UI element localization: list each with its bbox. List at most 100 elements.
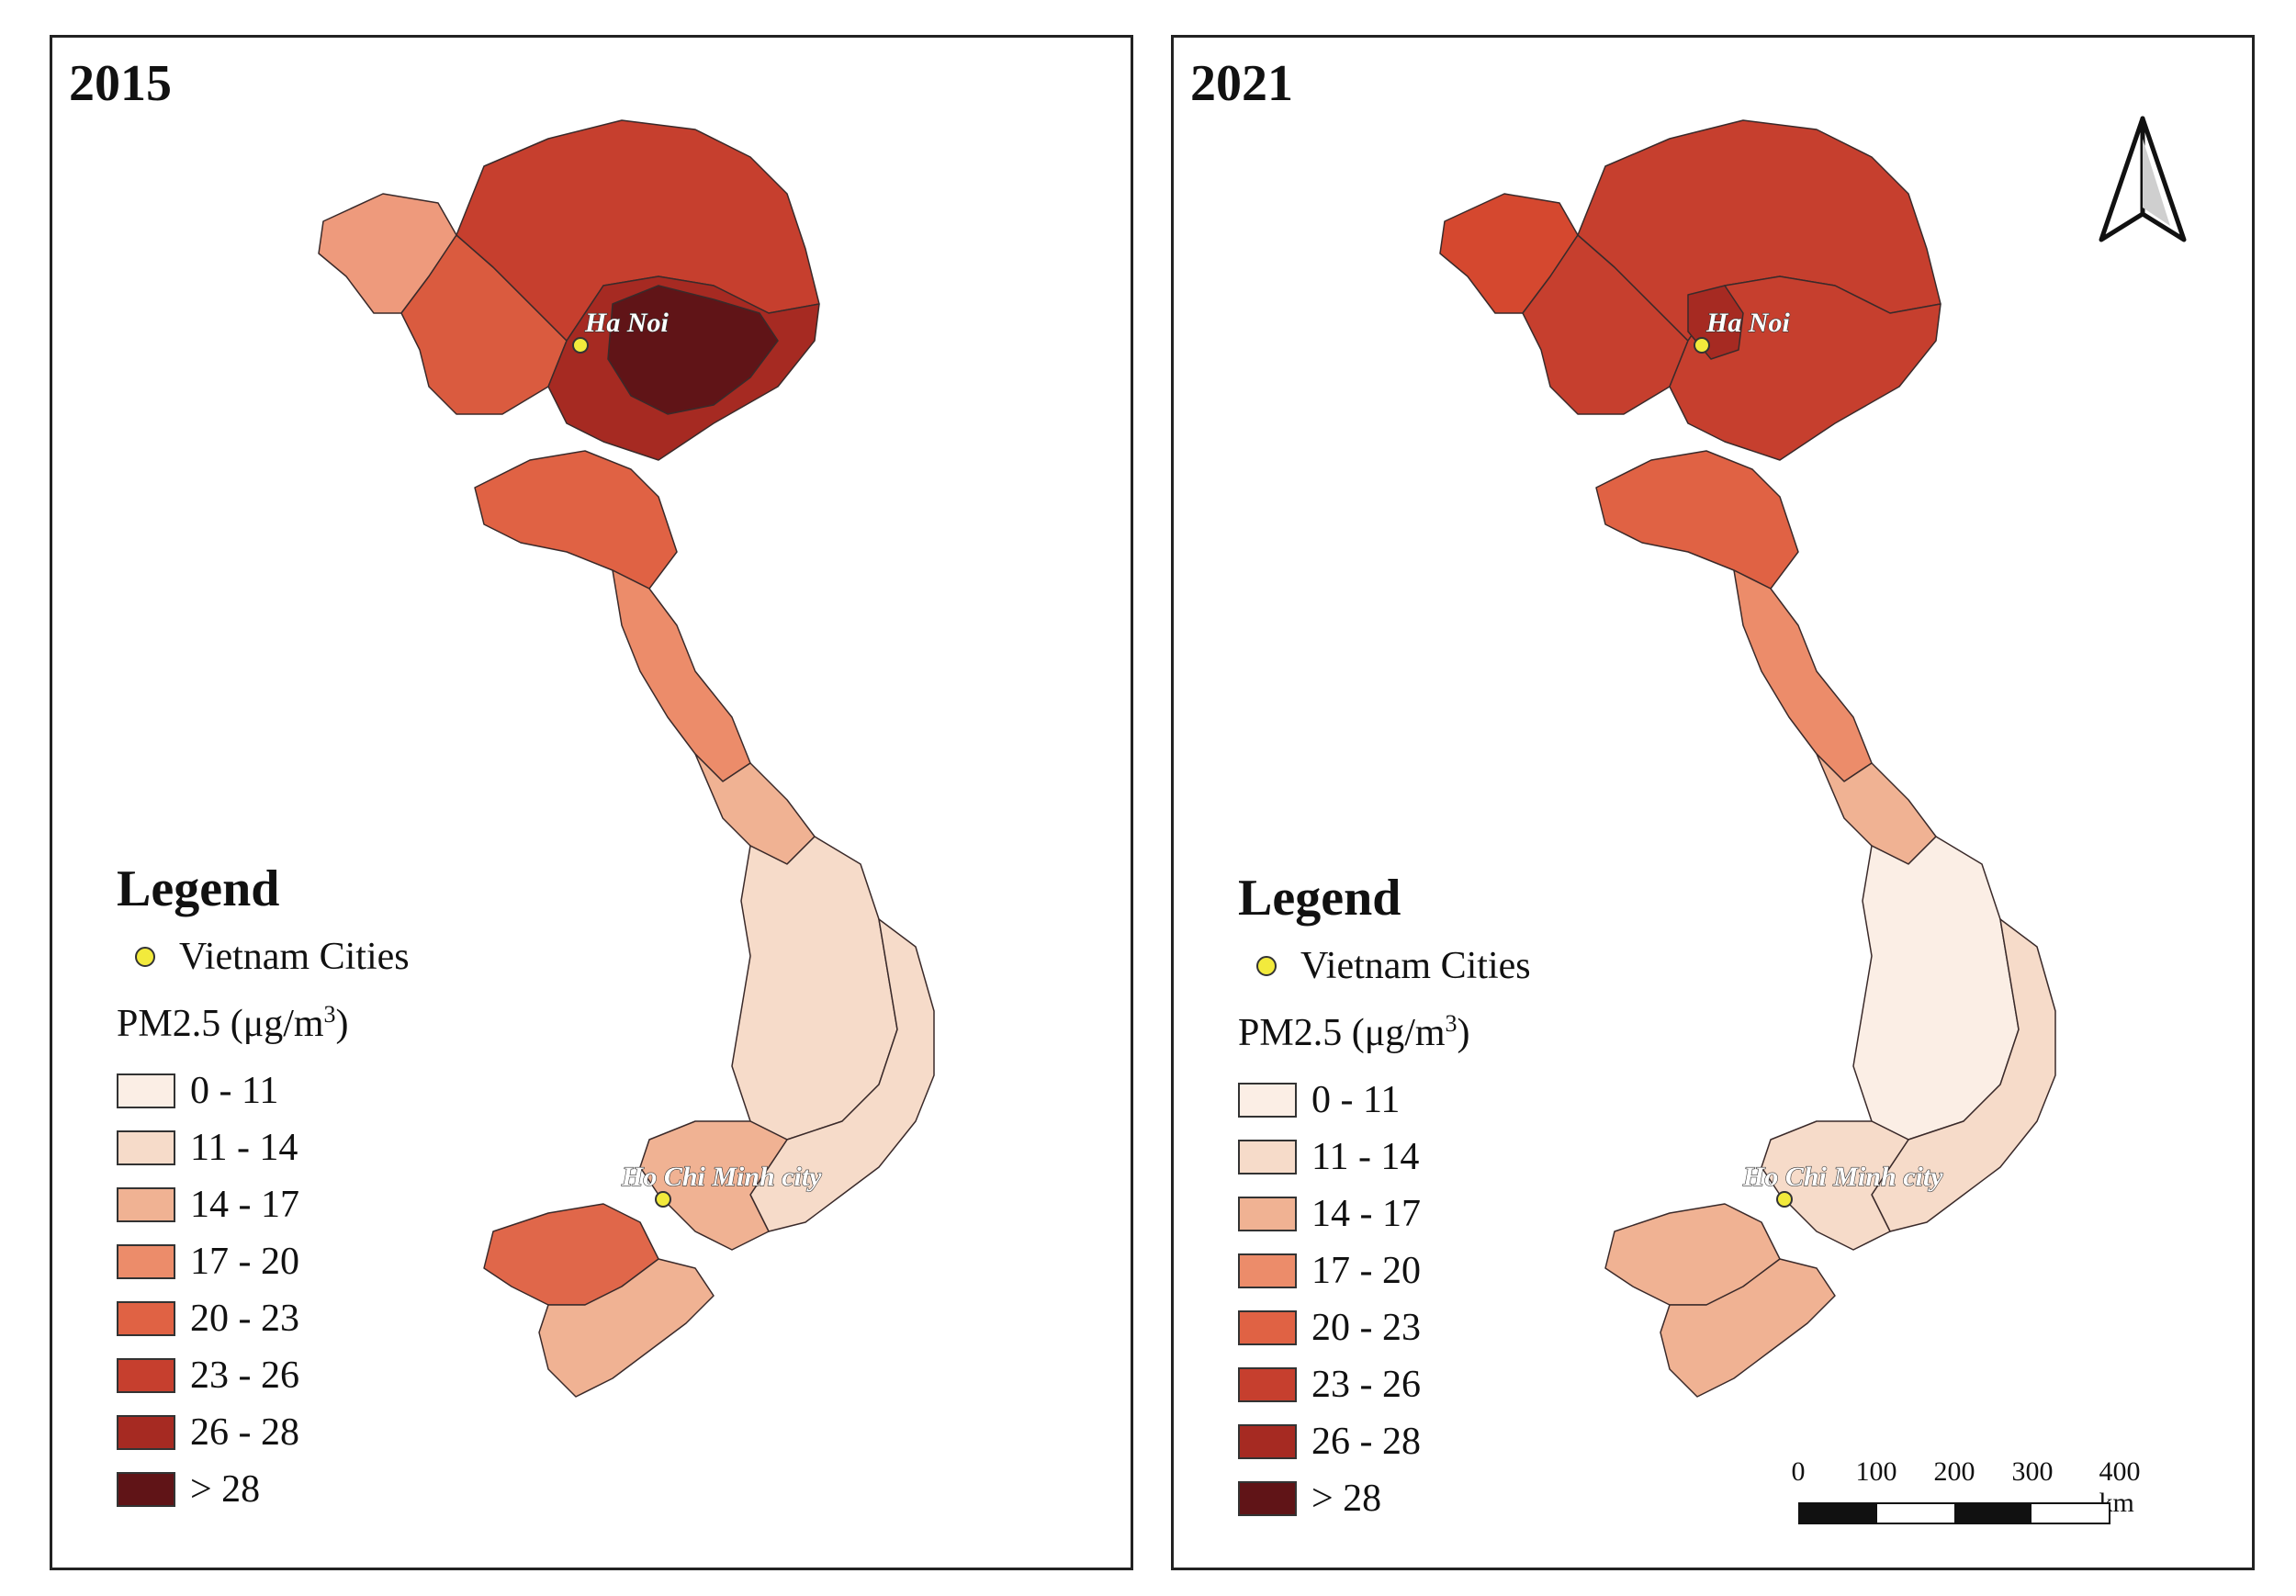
legend-swatch [1238, 1197, 1297, 1231]
legend-subtitle: PM2.5 (μg/m3) [1238, 1010, 1531, 1055]
legend-subtitle-sup: 3 [1445, 1010, 1458, 1037]
legend-title: Legend [117, 860, 280, 917]
legend-subtitle-sup: 3 [323, 1001, 336, 1028]
legend-class-row: 26 - 28 [117, 1404, 410, 1461]
region-north-central [474, 450, 678, 590]
legend-class-label: 20 - 23 [1311, 1307, 1421, 1349]
legend-swatch [117, 1130, 175, 1165]
north-arrow-icon [2099, 116, 2187, 242]
legend-class-label: 26 - 28 [190, 1411, 299, 1454]
legend-class-row: 11 - 14 [1238, 1129, 1531, 1186]
region-north-central [1595, 450, 1799, 590]
scale-bar-segments [1798, 1502, 2110, 1524]
scale-segment [1954, 1504, 2032, 1523]
scale-label: 300 [2011, 1456, 2054, 1487]
legend-class-row: 26 - 28 [1238, 1413, 1531, 1470]
region-south-east-coast [749, 918, 935, 1232]
legend-swatch [1238, 1253, 1297, 1288]
scale-label: 100 [1855, 1456, 1897, 1487]
legend-class-label: 20 - 23 [190, 1298, 299, 1340]
legend-swatch [1238, 1424, 1297, 1459]
scale-segment [1877, 1504, 1954, 1523]
city-dot-icon [135, 947, 155, 967]
legend-class-row: > 28 [1238, 1470, 1531, 1527]
legend-class-label: 14 - 17 [1311, 1193, 1421, 1235]
legend-class-label: 26 - 28 [1311, 1421, 1421, 1463]
legend-class-row: 17 - 20 [1238, 1242, 1531, 1299]
region-mekong-south [538, 1258, 715, 1398]
legend-class-label: > 28 [1311, 1478, 1382, 1520]
legend-subtitle-prefix: PM2.5 (μg/m [117, 1003, 324, 1045]
hcmc-label: Ho Chi Minh city [621, 1162, 822, 1192]
region-south-east-coast [1871, 918, 2056, 1232]
scale-segment [2032, 1504, 2109, 1523]
legend-swatch [1238, 1140, 1297, 1175]
legend-class-label: 17 - 20 [1311, 1250, 1421, 1292]
scale-labels: 0 100 200 300 400 km [1792, 1456, 2147, 1518]
city-dot-icon [1256, 956, 1277, 976]
legend-class-row: 14 - 17 [117, 1176, 410, 1233]
legend-class-row: 11 - 14 [117, 1119, 410, 1176]
legend-swatch [117, 1301, 175, 1336]
hanoi-city-dot [572, 337, 589, 354]
legend-subtitle-suffix: ) [1457, 1012, 1470, 1054]
scale-bar: 0 100 200 300 400 km [1792, 1456, 2147, 1539]
legend-class-label: 11 - 14 [190, 1127, 298, 1169]
legend-class-row: 14 - 17 [1238, 1186, 1531, 1242]
region-hanoi-core [607, 285, 779, 415]
legend-swatch [1238, 1367, 1297, 1402]
legend-swatch [117, 1187, 175, 1222]
legend-subtitle: PM2.5 (μg/m3) [117, 1001, 410, 1046]
region-south-east [639, 1120, 788, 1251]
legend-class-row: 23 - 26 [117, 1347, 410, 1404]
hanoi-label: Ha Noi [1705, 308, 1791, 338]
legend-class-row: > 28 [117, 1461, 410, 1518]
legend-swatch [1238, 1083, 1297, 1118]
legend-classes: 0 - 11 11 - 14 14 - 17 17 - 20 20 - 23 23 - 2… [1238, 1072, 1531, 1527]
legend-class-label: 23 - 26 [1311, 1364, 1421, 1406]
legend-classes: 0 - 11 11 - 14 14 - 17 17 - 20 20 - 23 23 - 2… [117, 1062, 410, 1518]
vietnam-map-2015: Ha Noi Ho Chi Minh city [318, 119, 935, 1398]
legend-class-label: 0 - 11 [190, 1070, 279, 1112]
legend: Legend Vietnam Cities PM2.5 (μg/m3) 0 - … [1238, 869, 1531, 1527]
scale-segment [1800, 1504, 1877, 1523]
hcmc-label: Ho Chi Minh city [1742, 1162, 1943, 1192]
legend-class-label: 14 - 17 [190, 1184, 299, 1226]
hanoi-city-dot [1694, 337, 1710, 354]
hcmc-city-dot [1776, 1191, 1793, 1208]
legend-subtitle-suffix: ) [335, 1003, 349, 1045]
legend-class-label: 0 - 11 [1311, 1079, 1401, 1121]
scale-label: 200 [1933, 1456, 1975, 1487]
legend-class-row: 17 - 20 [117, 1233, 410, 1290]
legend-class-label: 17 - 20 [190, 1241, 299, 1283]
legend-class-row: 0 - 11 [117, 1062, 410, 1119]
legend-swatch [117, 1415, 175, 1450]
legend-swatch [117, 1472, 175, 1507]
region-central-strip [1733, 569, 1873, 782]
map-panel-2021: Ha Noi Ho Chi Minh city 2021 Legend Viet… [1171, 35, 2255, 1570]
legend-class-row: 23 - 26 [1238, 1356, 1531, 1413]
legend-city-item: Vietnam Cities [117, 935, 410, 979]
legend-class-label: 23 - 26 [190, 1354, 299, 1397]
map-panel-2015: Ha Noi Ho Chi Minh city 2015 Legend Viet… [50, 35, 1133, 1570]
legend-class-label: 11 - 14 [1311, 1136, 1420, 1178]
legend-class-label: > 28 [190, 1468, 261, 1511]
region-central-strip [612, 569, 751, 782]
legend-swatch [1238, 1481, 1297, 1516]
legend-class-row: 20 - 23 [1238, 1299, 1531, 1356]
legend-city-item: Vietnam Cities [1238, 944, 1531, 988]
legend-class-row: 0 - 11 [1238, 1072, 1531, 1129]
legend-swatch [117, 1358, 175, 1393]
vietnam-map-2021: Ha Noi Ho Chi Minh city [1439, 119, 2056, 1398]
legend-subtitle-prefix: PM2.5 (μg/m [1238, 1012, 1446, 1054]
legend-city-label: Vietnam Cities [179, 936, 410, 978]
legend-title: Legend [1238, 870, 1401, 927]
hcmc-city-dot [655, 1191, 671, 1208]
legend-swatch [1238, 1310, 1297, 1345]
panel-year: 2021 [1190, 55, 1293, 112]
region-south-east [1761, 1120, 1909, 1251]
scale-label: 0 [1791, 1456, 1806, 1487]
legend-swatch [117, 1073, 175, 1108]
legend: Legend Vietnam Cities PM2.5 (μg/m3) 0 - … [117, 860, 410, 1518]
legend-class-row: 20 - 23 [117, 1290, 410, 1347]
